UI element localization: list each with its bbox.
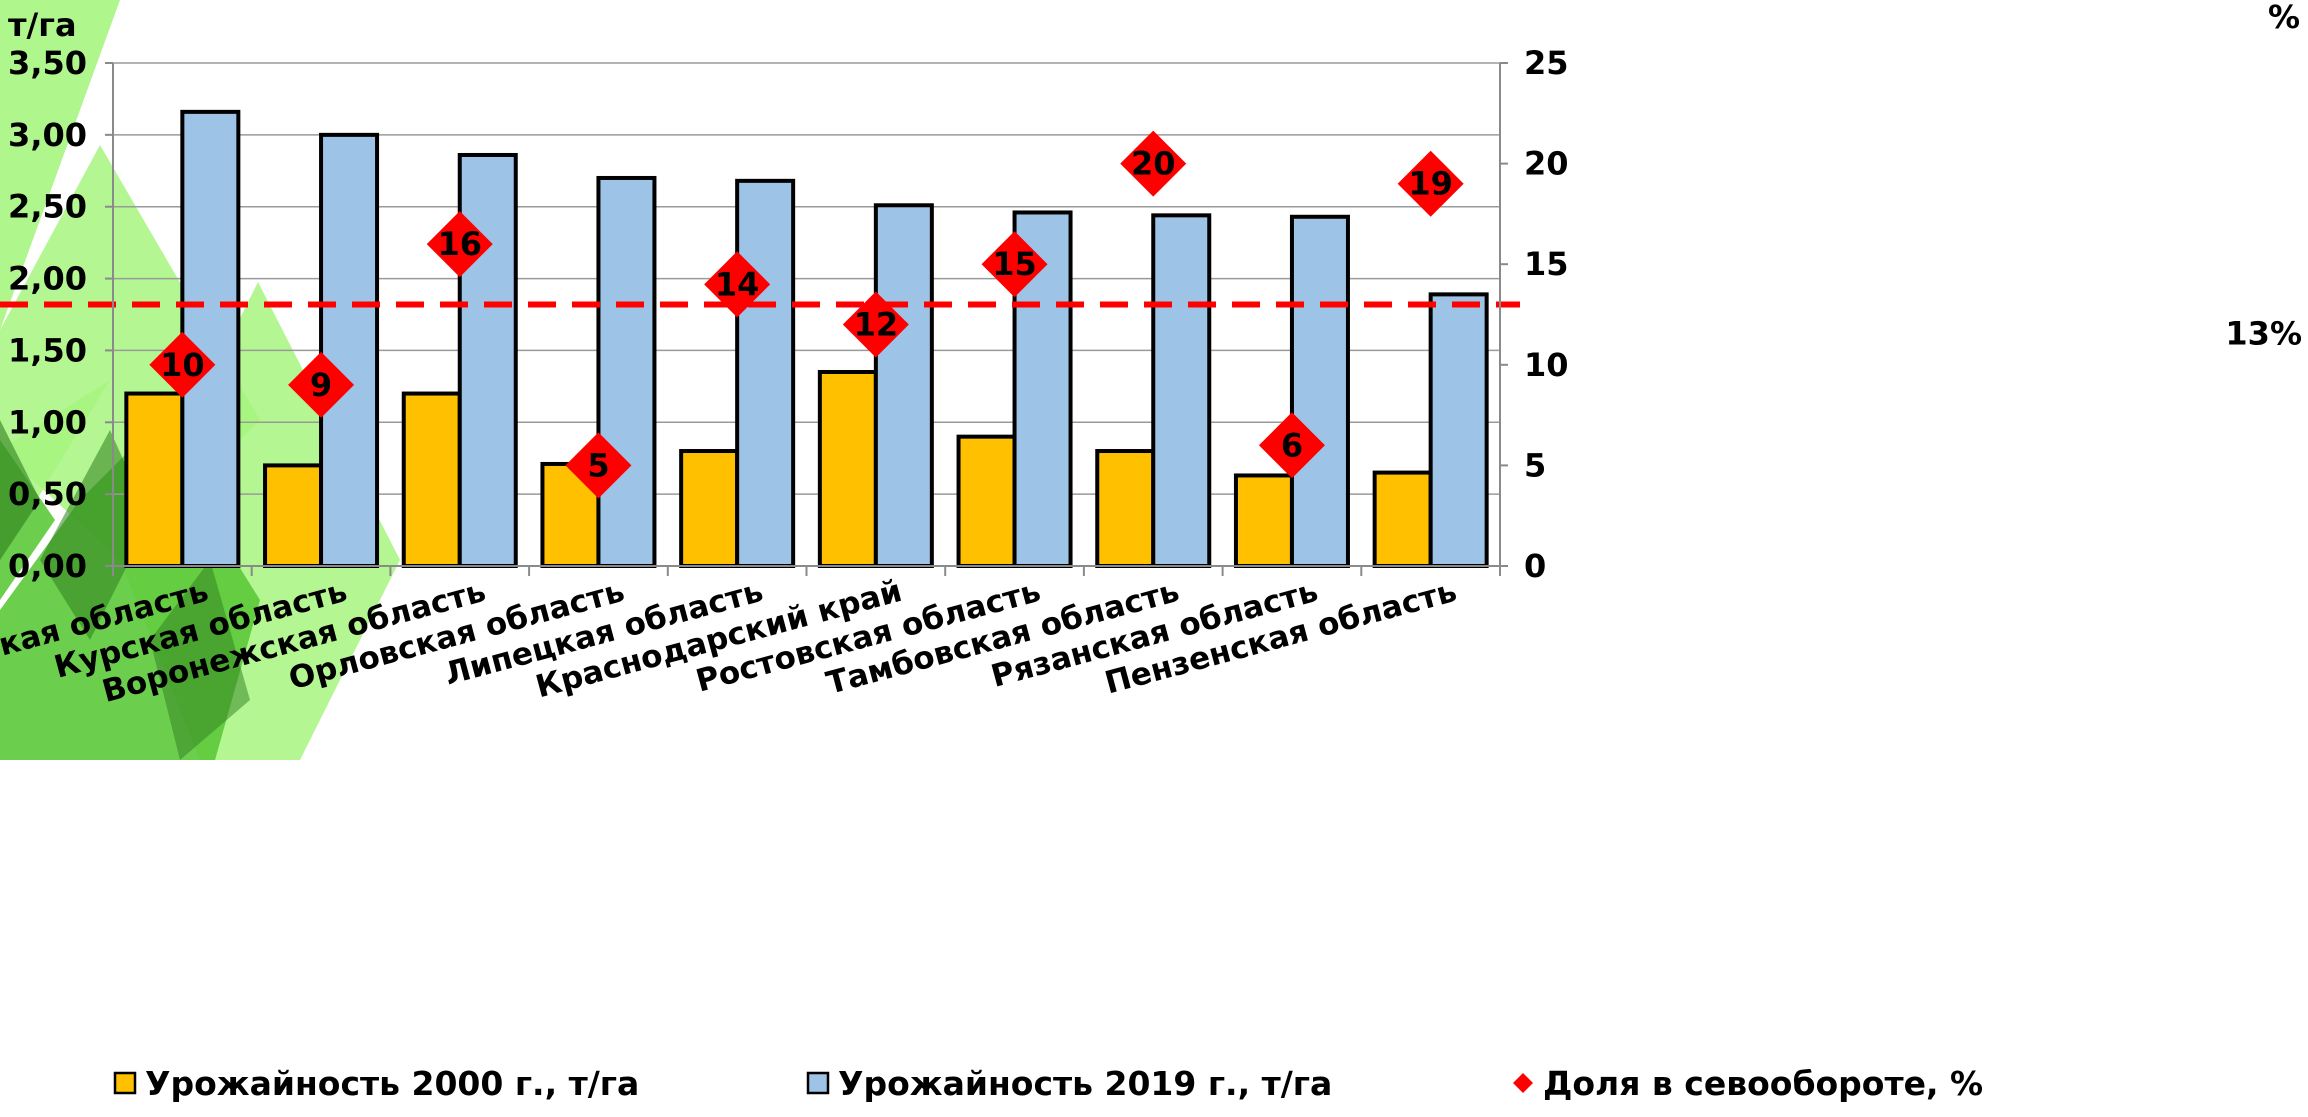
reference-line-group: 13%: [0, 301, 2302, 352]
right-unit-label: %: [2268, 0, 2300, 36]
axes: 0,00 0,50 1,00 1,50 2,00 2,50 3,00 3,50 0 5 10 15 20…: [8, 0, 2300, 585]
left-tick-label: 1,00: [8, 403, 87, 441]
share-marker-label: 12: [854, 306, 899, 344]
bar-2000: [679, 449, 740, 568]
legend-label: Урожайность 2019 г., т/га: [838, 1064, 1332, 1103]
bar-2019: [457, 152, 518, 568]
right-tick-label: 20: [1524, 145, 1569, 183]
bar-2019: [735, 178, 796, 569]
reference-line-label: 13%: [2225, 314, 2302, 352]
bar-2000: [263, 463, 324, 568]
bar-series: [124, 109, 1489, 569]
bar-2000: [1095, 449, 1156, 568]
right-tick-label: 10: [1524, 346, 1569, 384]
decor-dark-sliver-3: [150, 560, 250, 760]
bar-2019: [180, 109, 241, 568]
right-tick-label: 25: [1524, 44, 1569, 82]
legend-label: Урожайность 2000 г., т/га: [145, 1064, 639, 1103]
bar-2000: [401, 391, 462, 568]
share-marker: [842, 291, 909, 358]
left-tick-label: 1,50: [8, 331, 87, 369]
left-tick-label: 2,50: [8, 188, 87, 226]
share-marker-label: 14: [715, 265, 760, 303]
left-tick-label: 2,00: [8, 260, 87, 298]
left-tick-label: 3,00: [8, 116, 87, 154]
share-marker-label: 9: [310, 366, 332, 404]
right-tick-label: 15: [1524, 245, 1569, 283]
legend-swatch-share: [1513, 1073, 1533, 1093]
share-marker-label: 6: [1281, 426, 1303, 464]
share-marker: [1120, 130, 1187, 197]
legend-swatch-2000: [113, 1071, 137, 1095]
bar-2000: [956, 434, 1017, 568]
right-tick-label: 0: [1524, 547, 1546, 585]
decor-dark-sliver-1: [0, 420, 40, 560]
right-tick-label: 5: [1524, 446, 1546, 484]
bar-2000: [817, 369, 878, 568]
left-unit-label: т/га: [8, 6, 77, 44]
left-tick-label: 3,50: [8, 44, 87, 82]
bar-2019: [873, 203, 934, 569]
legend: Урожайность 2000 г., т/га Урожайность 201…: [113, 1064, 1983, 1103]
share-marker-label: 16: [437, 225, 482, 263]
bar-2019: [1428, 292, 1489, 568]
share-marker: [149, 331, 216, 398]
share-marker-label: 20: [1131, 145, 1176, 183]
share-marker: [981, 231, 1048, 298]
share-marker: [426, 211, 493, 278]
share-marker: [565, 432, 632, 499]
bar-2000: [1233, 473, 1294, 568]
bar-2000: [124, 391, 185, 568]
marker-series: 10 9 16 5 14 12 15 20 6 19: [149, 130, 1464, 499]
legend-label: Доля в севообороте, %: [1543, 1064, 1983, 1103]
share-marker-label: 5: [587, 446, 609, 484]
share-marker-label: 19: [1408, 165, 1453, 203]
share-marker: [704, 251, 771, 318]
bar-2019: [1151, 213, 1212, 569]
bar-2019: [1289, 214, 1350, 568]
share-marker: [1258, 412, 1325, 479]
left-tick-label: 0,00: [8, 547, 87, 585]
decor-light-triangle-top: [0, 0, 120, 330]
decor-dark-sliver-2: [40, 430, 150, 640]
share-marker: [288, 351, 355, 418]
share-marker-label: 15: [992, 245, 1037, 283]
legend-swatch-2019: [806, 1071, 830, 1095]
share-marker-label: 10: [160, 346, 205, 384]
left-tick-label: 0,50: [8, 475, 87, 513]
bar-2019: [596, 175, 657, 568]
bar-2000: [1372, 470, 1433, 569]
bar-2019: [319, 132, 380, 568]
share-marker: [1397, 150, 1464, 217]
